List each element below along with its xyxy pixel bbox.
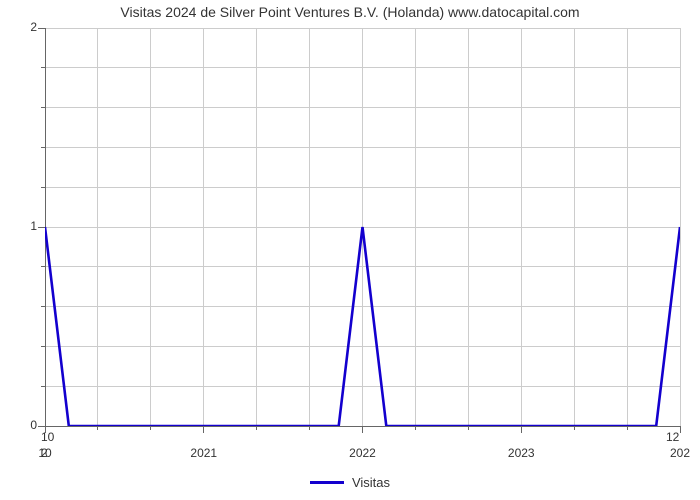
x-tick-minor	[309, 426, 310, 430]
x-tick-minor	[627, 426, 628, 430]
y-tick-major	[38, 28, 45, 29]
y-tick-label: 0	[7, 418, 37, 432]
x-tick-minor	[468, 426, 469, 430]
x-tick-label: 2022	[323, 446, 403, 460]
x-tick-minor	[150, 426, 151, 430]
legend: Visitas	[0, 474, 700, 490]
x-tick-label: 2021	[164, 446, 244, 460]
x-tick-minor	[574, 426, 575, 430]
y-tick-label: 2	[7, 20, 37, 34]
y-tick-major	[38, 227, 45, 228]
x-tick-label: 2023	[481, 446, 561, 460]
series-line	[45, 28, 680, 426]
x-tick-minor	[256, 426, 257, 430]
x-tick-major	[362, 426, 363, 433]
chart-container: Visitas 2024 de Silver Point Ventures B.…	[0, 0, 700, 500]
corner-label-bottom-right: 12	[666, 430, 679, 444]
corner-label-below-bl: 2	[41, 446, 48, 460]
legend-swatch	[310, 481, 344, 484]
x-tick-major	[203, 426, 204, 433]
x-tick-label: 202	[640, 446, 700, 460]
y-tick-label: 1	[7, 219, 37, 233]
x-tick-minor	[415, 426, 416, 430]
y-tick-major	[38, 426, 45, 427]
corner-label-bottom-left: 10	[41, 430, 54, 444]
chart-title: Visitas 2024 de Silver Point Ventures B.…	[0, 4, 700, 20]
plot-area: 1020212022202320201210212	[45, 28, 680, 426]
x-tick-major	[680, 426, 681, 433]
x-tick-major	[521, 426, 522, 433]
x-tick-minor	[97, 426, 98, 430]
legend-label: Visitas	[352, 475, 390, 490]
